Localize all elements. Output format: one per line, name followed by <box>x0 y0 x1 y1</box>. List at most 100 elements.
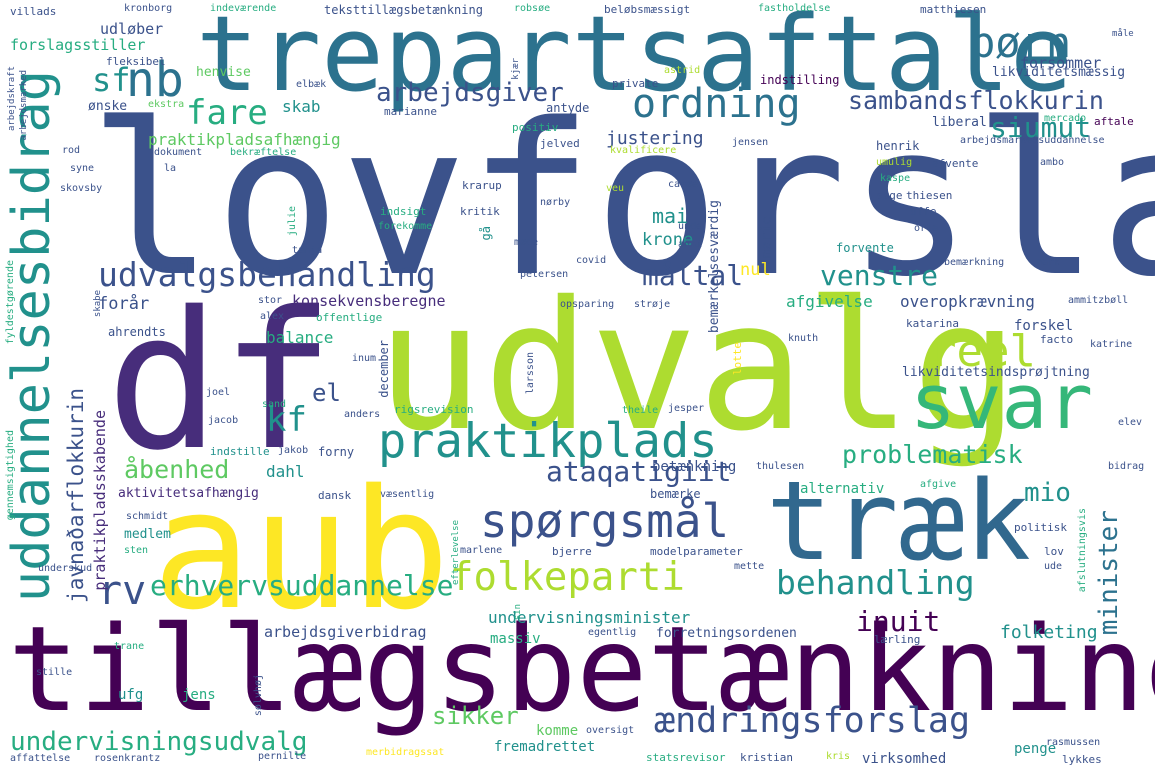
word-undervisningsminister: undervisningsminister <box>488 608 691 627</box>
word-forsommer: forsommer <box>1020 54 1102 72</box>
word-elev: elev <box>1118 417 1143 428</box>
word-ambo: ambo <box>1040 157 1065 168</box>
word-ammitzboell: ammitzbøll <box>1068 295 1129 306</box>
word-politisk: politisk <box>1014 521 1067 534</box>
word-noerby: nørby <box>540 197 571 208</box>
word-pernille: pernille <box>258 751 307 762</box>
word-underskud: underskud <box>38 563 93 574</box>
word-alex: alex <box>260 311 285 322</box>
word-jakob: jakob <box>278 445 309 456</box>
word-krarup: krarup <box>462 179 502 192</box>
word-aabenhed: åbenhed <box>124 455 230 484</box>
word-maaltal: måltal <box>642 259 744 292</box>
word-afgive: afgive <box>920 479 957 490</box>
word-arbejdskraft: arbejdskraft <box>7 66 17 132</box>
word-forvente: forvente <box>836 241 894 255</box>
word-soege: søge <box>876 189 903 202</box>
word-marlene: marlene <box>460 545 503 556</box>
word-krone: krone <box>642 230 694 250</box>
word-stroeje: strøje <box>634 299 671 310</box>
word-henvise: henvise <box>196 65 251 80</box>
word-bemaerke: bemærke <box>650 487 701 501</box>
word-beloebsmaessigt: beløbsmæssigt <box>604 3 691 16</box>
word-rod: rod <box>62 145 81 156</box>
word-ude: ude <box>1044 561 1063 572</box>
word-alternativ: alternativ <box>800 481 885 497</box>
word-spoergsmaal: spørgsmål <box>480 494 730 548</box>
word-udloeber: udløber <box>100 20 164 38</box>
word-julie: julie <box>287 206 298 237</box>
word-opsparing: opsparing <box>560 299 615 310</box>
word-vaesentlig: væsentlig <box>380 489 435 500</box>
word-sambandsflokkurin: sambandsflokkurin <box>848 86 1104 115</box>
word-mai: mai <box>652 204 689 228</box>
word-katarina: katarina <box>906 317 959 330</box>
word-overopkraevning: overopkrævning <box>900 292 1035 311</box>
word-oversigt: oversigt <box>586 725 635 736</box>
word-syne: syne <box>70 163 95 174</box>
word-afgivelse: afgivelse <box>786 292 873 311</box>
word-gaa: gå <box>479 226 493 241</box>
word-kf: kf <box>266 400 307 440</box>
word-betaenkning: betænkning <box>652 459 737 475</box>
word-behandling: behandling <box>776 563 975 602</box>
word-venstre: venstre <box>820 259 939 292</box>
word-liberal: liberal <box>932 115 987 130</box>
word-inuit: inuit <box>856 605 941 638</box>
word-egentlig: egentlig <box>588 627 637 638</box>
word-virksomhed: virksomhed <box>862 751 947 767</box>
word-veu: veu <box>606 183 625 194</box>
word-konsekvensberegne: konsekvensberegne <box>292 292 446 310</box>
word-praktikpladsskabende: praktikpladsskabende <box>91 410 109 591</box>
word-efterlevelse: efterlevelse <box>451 520 461 586</box>
word-antyde: antyde <box>546 101 590 115</box>
word-anni: anni <box>678 239 703 250</box>
word-lov: lov <box>1044 545 1064 558</box>
word-el: el <box>312 379 341 407</box>
word-penge: penge <box>1014 741 1057 757</box>
word-folkeparti: folkeparti <box>450 555 685 600</box>
word-aendringsforslag: ændringsforslag <box>654 701 971 741</box>
word-marie: marie <box>759 216 775 259</box>
word-indsigt: indsigt <box>380 205 427 218</box>
word-kristian: kristian <box>740 751 793 764</box>
word-uffe: uffe <box>910 205 937 218</box>
word-praktikplads: praktikplads <box>378 414 718 469</box>
word-statsrevisor: statsrevisor <box>646 751 726 764</box>
word-ufg: ufg <box>118 687 144 703</box>
word-inum: inum <box>352 353 377 364</box>
word-merbidragssat: merbidragssat <box>366 747 445 758</box>
word-katrine: katrine <box>1090 339 1133 350</box>
word-jelved: jelved <box>540 137 580 150</box>
word-covid: covid <box>576 255 607 266</box>
word-petersen: petersen <box>520 269 569 280</box>
word-forekomme: forekomme <box>378 221 433 232</box>
word-marianne: marianne <box>384 105 437 118</box>
word-oenske: ønske <box>88 99 128 114</box>
word-henrik: henrik <box>876 139 920 153</box>
word-praktikpladsafhaengig: praktikpladsafhængig <box>148 130 341 149</box>
word-thulesen: thulesen <box>756 461 805 472</box>
word-caroee: carøe <box>668 179 699 190</box>
word-modelparameter: modelparameter <box>650 545 743 558</box>
word-ataqatigiit: ataqatigiit <box>546 455 732 488</box>
word-minister: minister <box>1094 510 1124 636</box>
word-indevaerende: indeværende <box>210 3 277 14</box>
word-problematisk: problematisk <box>842 440 1023 469</box>
word-jensen: jensen <box>732 137 769 148</box>
word-positiv: positiv <box>512 121 559 134</box>
word-skovsby: skovsby <box>60 183 103 194</box>
word-rosenkrantz: rosenkrantz <box>94 753 161 764</box>
word-tillaegsbetaenkning: tillægsbetænkning <box>8 600 1155 738</box>
word-medlem: medlem <box>124 527 171 542</box>
word-schmidt: schmidt <box>126 511 169 522</box>
word-theile: theile <box>622 405 659 416</box>
word-bidrag: bidrag <box>1108 461 1145 472</box>
word-dahl: dahl <box>266 462 305 481</box>
word-knuth: knuth <box>788 333 819 344</box>
word-fremadrettet: fremadrettet <box>494 739 596 755</box>
word-reel: reel <box>930 326 1036 377</box>
word-likviditetsindsproejtning: likviditetsindsprøjtning <box>902 365 1090 380</box>
word-df: df <box>106 271 335 492</box>
word-mette: mette <box>734 561 765 572</box>
